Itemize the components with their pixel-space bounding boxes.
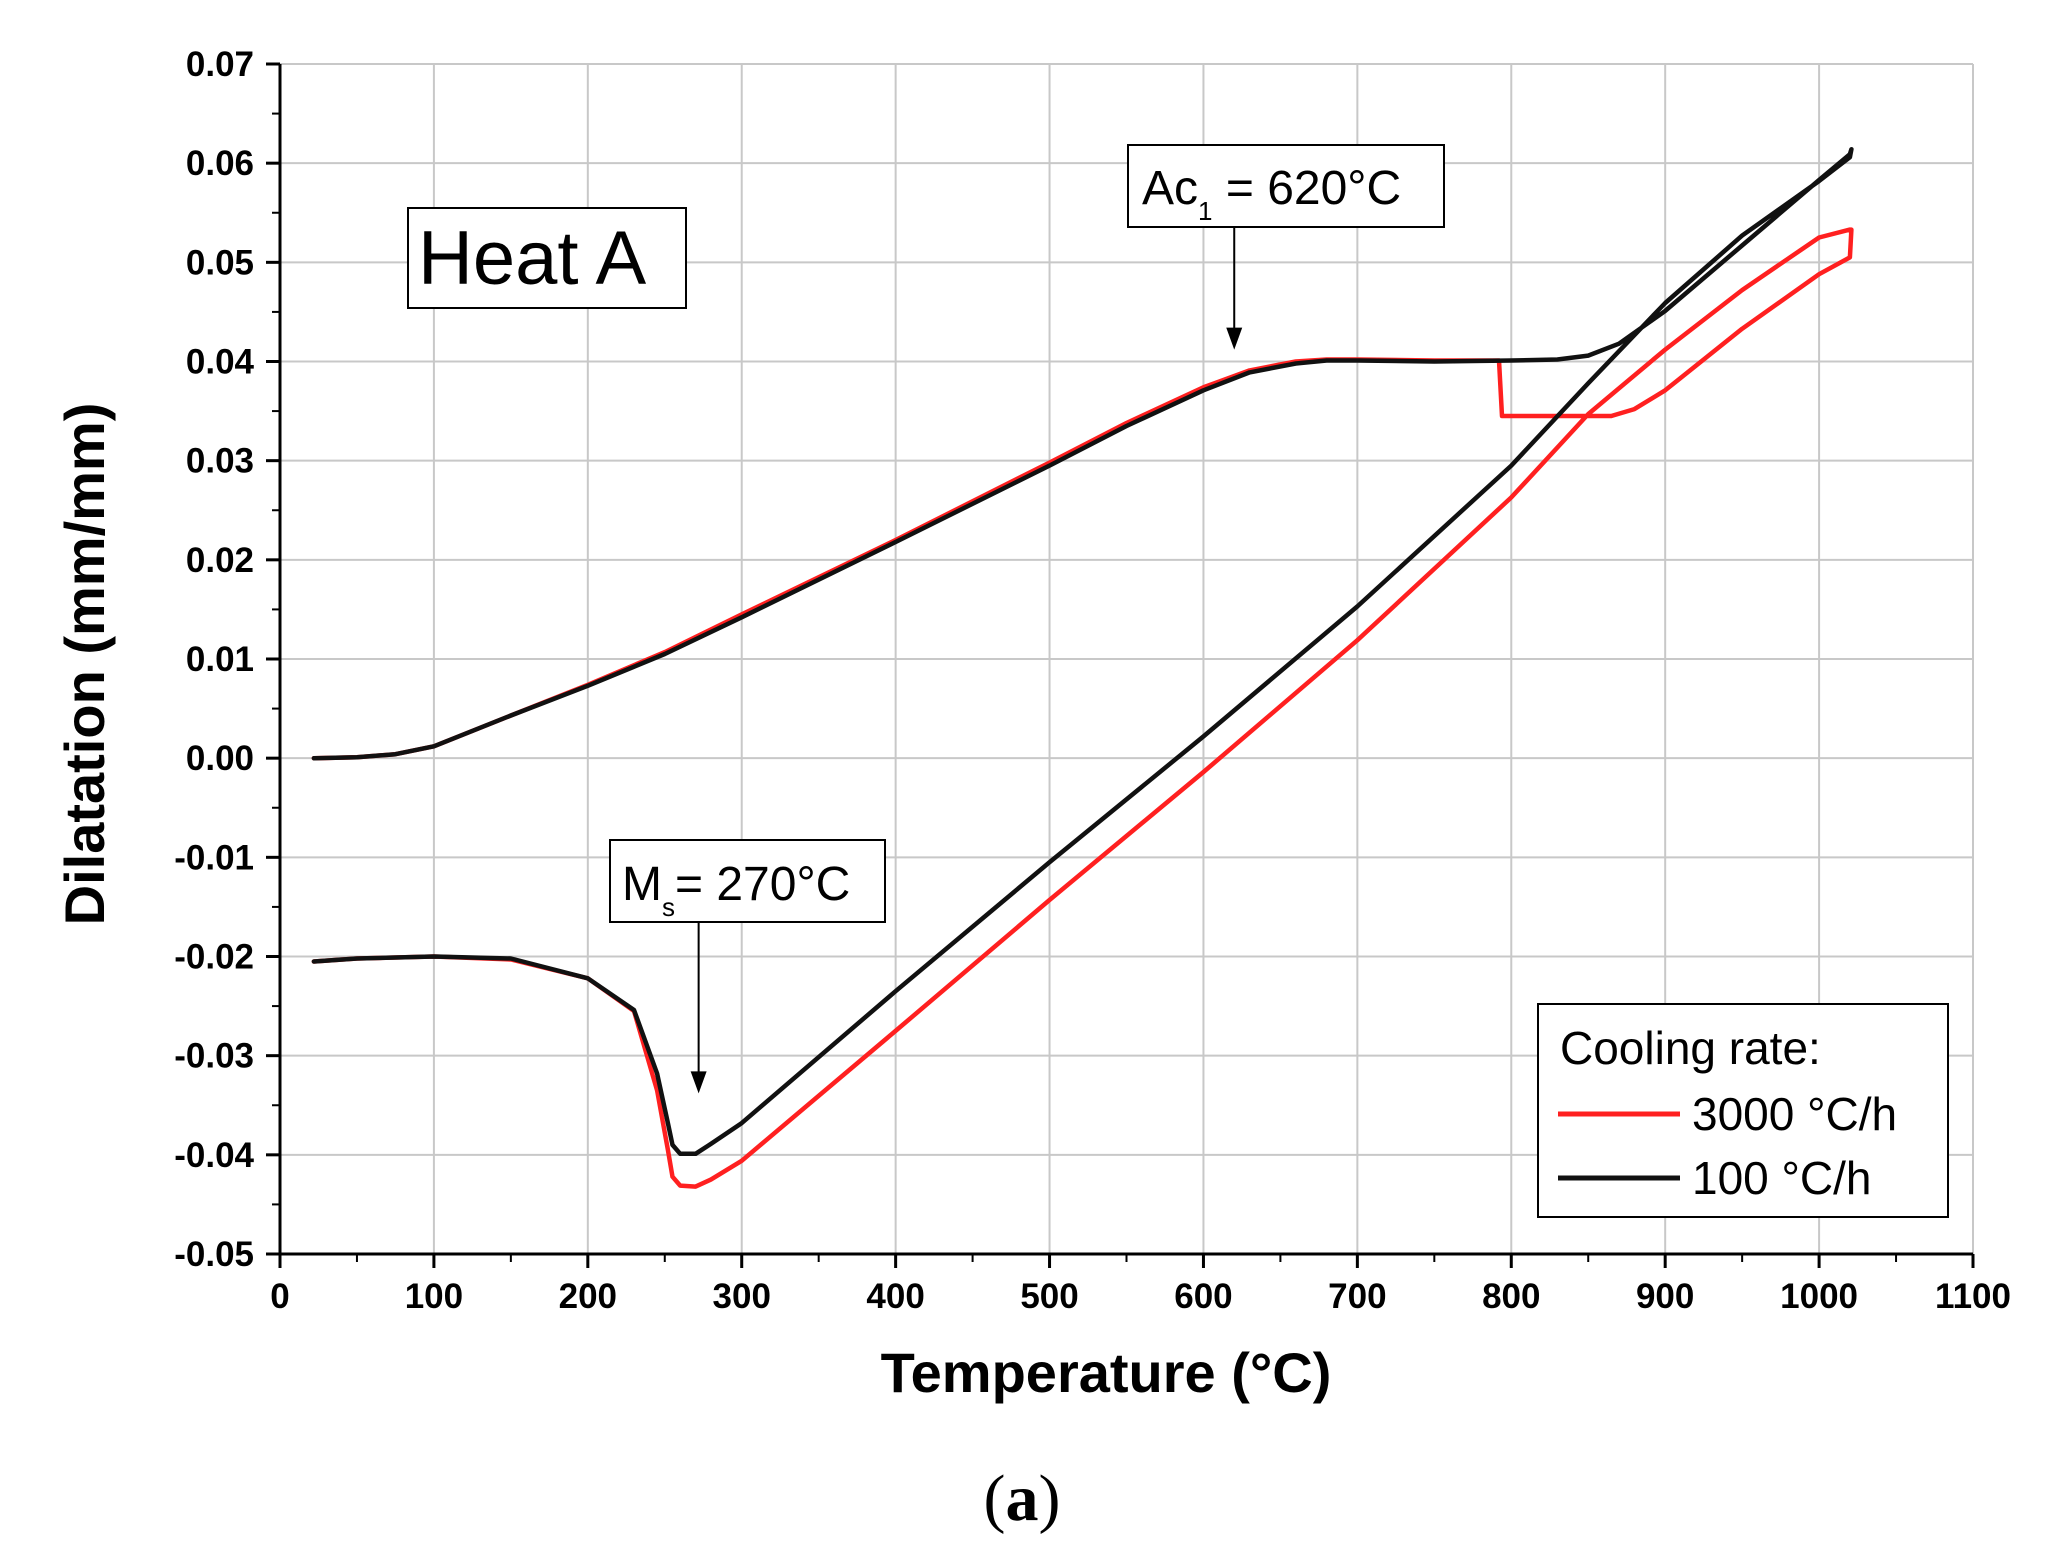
y-tick-label: 0.01 — [186, 640, 254, 679]
x-tick-label: 400 — [866, 1277, 924, 1316]
legend-label-3000: 3000 °C/h — [1692, 1088, 1897, 1140]
figure-caption: (a) — [984, 1462, 1061, 1535]
x-tick-label: 300 — [713, 1277, 771, 1316]
legend-frame — [1537, 1003, 1949, 1218]
legend: Cooling rate: 3000 °C/h 100 °C/h — [1537, 1003, 1949, 1218]
annotation-ms-box — [609, 839, 886, 923]
y-axis-title: Dilatation (mm/mm) — [53, 403, 116, 926]
chart-title: Heat A — [418, 216, 646, 301]
x-tick-label: 800 — [1482, 1277, 1540, 1316]
x-tick-label: 900 — [1636, 1277, 1694, 1316]
y-tick-label: 0.04 — [186, 343, 255, 382]
y-tick-label: -0.01 — [174, 838, 254, 877]
annotation-ac1-box — [1127, 144, 1445, 228]
y-tick-label: 0.06 — [186, 144, 254, 183]
x-axis-title: Temperature (°C) — [881, 1341, 1332, 1404]
chart-title-box: Heat A — [407, 207, 687, 309]
annotation-ms-label: Ms= 270°C — [622, 858, 850, 922]
y-tick-label: 0.02 — [186, 541, 254, 580]
series-lines — [311, 147, 1854, 1189]
x-tick-label: 200 — [559, 1277, 617, 1316]
y-tick-label: 0.05 — [186, 243, 254, 282]
x-tick-label: 1000 — [1780, 1277, 1858, 1316]
x-tick-label: 0 — [270, 1277, 289, 1316]
annotation-ms-arrowhead — [690, 1071, 707, 1094]
y-tick-label: -0.05 — [174, 1235, 254, 1274]
y-tick-label: -0.03 — [174, 1037, 254, 1076]
y-tick-label: 0.07 — [186, 45, 254, 84]
annotation-ac1-label: Ac1 = 620°C — [1142, 162, 1401, 226]
y-tick-label: 0.03 — [186, 442, 254, 481]
annotation-ms: Ms= 270°C — [609, 839, 886, 1094]
legend-title: Cooling rate: — [1560, 1022, 1821, 1074]
x-tick-label: 100 — [405, 1277, 463, 1316]
x-tick-label: 600 — [1174, 1277, 1232, 1316]
series-line-100 — [311, 147, 1854, 1157]
y-tick-label: 0.00 — [186, 739, 254, 778]
x-tick-label: 700 — [1328, 1277, 1386, 1316]
y-tick-label: -0.02 — [174, 938, 254, 977]
x-tick-label: 500 — [1020, 1277, 1078, 1316]
y-tick-label: -0.04 — [174, 1136, 254, 1175]
legend-label-100: 100 °C/h — [1692, 1152, 1872, 1204]
annotation-ac1-arrowhead — [1226, 327, 1243, 350]
title-frame — [407, 207, 687, 309]
x-tick-label: 1100 — [1935, 1277, 2011, 1316]
annotation-ac1: Ac1 = 620°C — [1127, 144, 1445, 350]
axes: 0 100 200 300 400 500 600 700 800 900 1000 1100 0.07… — [174, 45, 2011, 1316]
